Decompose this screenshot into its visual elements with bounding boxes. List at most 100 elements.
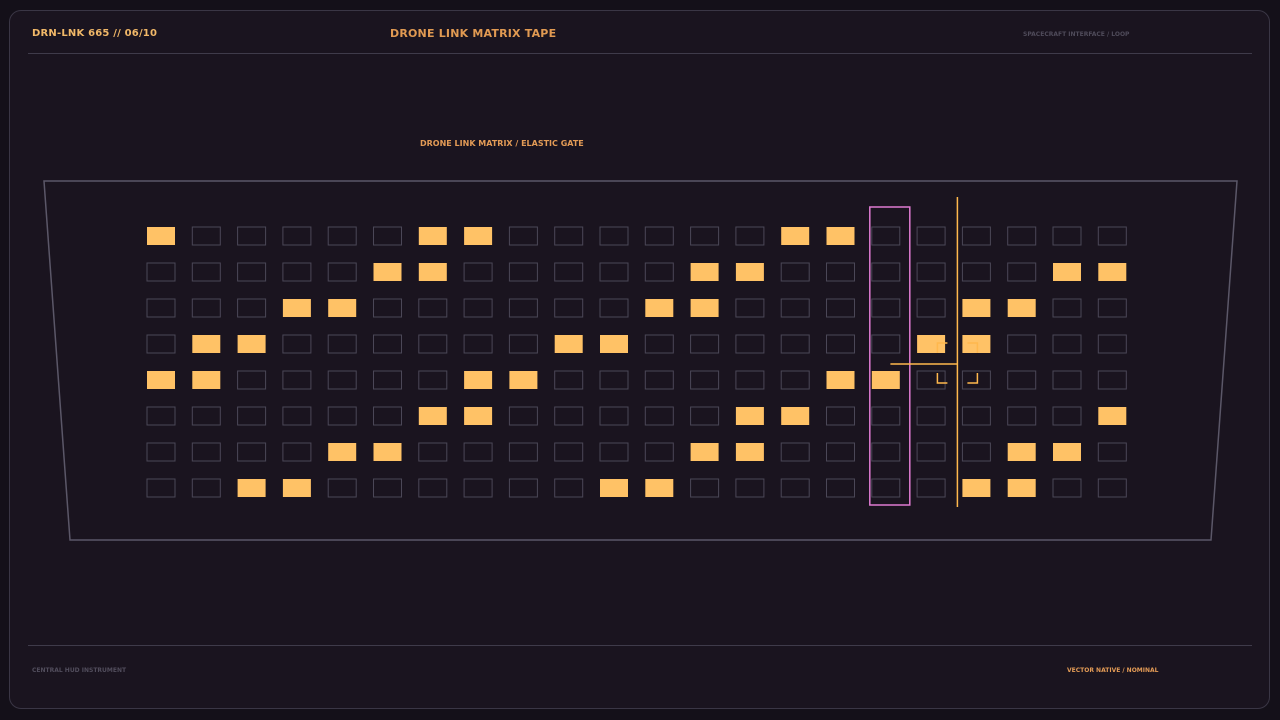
matrix-cell-inactive[interactable] <box>282 262 312 282</box>
matrix-cell-active[interactable] <box>690 263 719 281</box>
matrix-cell-inactive[interactable] <box>373 334 402 354</box>
matrix-cell-inactive[interactable] <box>644 334 674 354</box>
elastic-gate[interactable] <box>869 206 911 506</box>
matrix-cell-inactive[interactable] <box>644 370 674 390</box>
matrix-cell-inactive[interactable] <box>871 442 901 462</box>
matrix-cell-inactive[interactable] <box>237 226 267 246</box>
matrix-cell-inactive[interactable] <box>508 406 538 426</box>
matrix-cell-inactive[interactable] <box>1052 478 1082 498</box>
matrix-cell-active[interactable] <box>509 371 538 389</box>
matrix-cell-inactive[interactable] <box>1097 226 1127 246</box>
matrix-cell-inactive[interactable] <box>146 442 176 462</box>
matrix-cell-inactive[interactable] <box>916 226 946 246</box>
matrix-cell-inactive[interactable] <box>735 226 765 246</box>
matrix-cell-inactive[interactable] <box>1097 442 1127 462</box>
matrix-cell-active[interactable] <box>554 335 583 353</box>
matrix-cell-inactive[interactable] <box>780 298 810 318</box>
matrix-cell-active[interactable] <box>645 479 674 497</box>
matrix-cell-inactive[interactable] <box>418 334 448 354</box>
matrix-cell-inactive[interactable] <box>508 298 538 318</box>
matrix-cell-inactive[interactable] <box>916 442 946 462</box>
matrix-cell-inactive[interactable] <box>644 406 674 426</box>
matrix-cell-active[interactable] <box>1007 479 1036 497</box>
matrix-cell-inactive[interactable] <box>508 334 538 354</box>
matrix-cell-inactive[interactable] <box>916 478 946 498</box>
matrix-cell-inactive[interactable] <box>508 442 538 462</box>
matrix-cell-inactive[interactable] <box>916 262 946 282</box>
matrix-cell-inactive[interactable] <box>826 298 855 318</box>
matrix-cell-active[interactable] <box>826 371 855 389</box>
matrix-cell-active[interactable] <box>282 299 311 317</box>
matrix-cell-inactive[interactable] <box>961 226 991 246</box>
matrix-cell-active[interactable] <box>418 263 447 281</box>
matrix-cell-active[interactable] <box>282 479 311 497</box>
matrix-cell-inactive[interactable] <box>237 262 267 282</box>
matrix-cell-inactive[interactable] <box>418 298 448 318</box>
matrix-cell-inactive[interactable] <box>146 262 176 282</box>
matrix-cell-inactive[interactable] <box>1052 226 1082 246</box>
matrix-cell-inactive[interactable] <box>418 442 448 462</box>
matrix-cell-inactive[interactable] <box>1097 478 1127 498</box>
matrix-cell-inactive[interactable] <box>146 298 176 318</box>
matrix-cell-inactive[interactable] <box>1007 406 1037 426</box>
matrix-cell-inactive[interactable] <box>871 478 901 498</box>
matrix-cell-active[interactable] <box>962 299 991 317</box>
matrix-cell-inactive[interactable] <box>191 226 221 246</box>
matrix-cell-inactive[interactable] <box>1052 370 1082 390</box>
matrix-cell-active[interactable] <box>871 371 900 389</box>
matrix-cell-inactive[interactable] <box>146 406 176 426</box>
matrix-cell-active[interactable] <box>237 335 266 353</box>
matrix-cell-inactive[interactable] <box>237 370 267 390</box>
matrix-cell-inactive[interactable] <box>418 370 448 390</box>
matrix-cell-inactive[interactable] <box>237 298 267 318</box>
matrix-cell-active[interactable] <box>464 407 493 425</box>
matrix-cell-inactive[interactable] <box>916 298 946 318</box>
matrix-cell-inactive[interactable] <box>826 406 855 426</box>
matrix-cell-inactive[interactable] <box>554 442 584 462</box>
matrix-cell-inactive[interactable] <box>644 262 674 282</box>
matrix-cell-inactive[interactable] <box>735 370 765 390</box>
matrix-cell-inactive[interactable] <box>916 370 946 390</box>
matrix-cell-inactive[interactable] <box>1097 334 1127 354</box>
matrix-cell-active[interactable] <box>690 299 719 317</box>
matrix-cell-inactive[interactable] <box>826 262 855 282</box>
matrix-cell-inactive[interactable] <box>327 406 357 426</box>
matrix-cell-inactive[interactable] <box>327 334 357 354</box>
matrix-cell-active[interactable] <box>147 371 175 389</box>
matrix-cell-inactive[interactable] <box>1007 262 1037 282</box>
matrix-cell-inactive[interactable] <box>327 478 357 498</box>
matrix-cell-inactive[interactable] <box>871 406 901 426</box>
matrix-cell-inactive[interactable] <box>463 262 493 282</box>
matrix-cell-inactive[interactable] <box>961 370 991 390</box>
matrix-cell-active[interactable] <box>962 335 991 353</box>
matrix-cell-active[interactable] <box>735 407 764 425</box>
matrix-cell-inactive[interactable] <box>373 478 402 498</box>
matrix-cell-inactive[interactable] <box>327 262 357 282</box>
matrix-cell-inactive[interactable] <box>282 370 312 390</box>
matrix-cell-active[interactable] <box>690 443 719 461</box>
matrix-cell-inactive[interactable] <box>735 298 765 318</box>
matrix-cell-inactive[interactable] <box>508 262 538 282</box>
matrix-cell-inactive[interactable] <box>871 298 901 318</box>
matrix-cell-inactive[interactable] <box>327 370 357 390</box>
matrix-cell-inactive[interactable] <box>146 478 176 498</box>
matrix-cell-active[interactable] <box>1007 443 1036 461</box>
matrix-cell-inactive[interactable] <box>282 334 312 354</box>
matrix-cell-active[interactable] <box>1053 263 1081 281</box>
matrix-cell-inactive[interactable] <box>690 406 720 426</box>
matrix-cell-active[interactable] <box>464 227 493 245</box>
matrix-cell-inactive[interactable] <box>554 406 584 426</box>
matrix-cell-inactive[interactable] <box>599 370 629 390</box>
matrix-cell-inactive[interactable] <box>916 406 946 426</box>
matrix-cell-inactive[interactable] <box>1007 226 1037 246</box>
matrix-cell-inactive[interactable] <box>690 478 720 498</box>
matrix-cell-inactive[interactable] <box>463 478 493 498</box>
matrix-cell-inactive[interactable] <box>826 478 855 498</box>
matrix-cell-inactive[interactable] <box>373 370 402 390</box>
matrix-cell-inactive[interactable] <box>327 226 357 246</box>
matrix-cell-active[interactable] <box>147 227 175 245</box>
matrix-cell-active[interactable] <box>735 263 764 281</box>
matrix-cell-inactive[interactable] <box>1007 334 1037 354</box>
matrix-cell-inactive[interactable] <box>554 478 584 498</box>
matrix-cell-inactive[interactable] <box>644 226 674 246</box>
